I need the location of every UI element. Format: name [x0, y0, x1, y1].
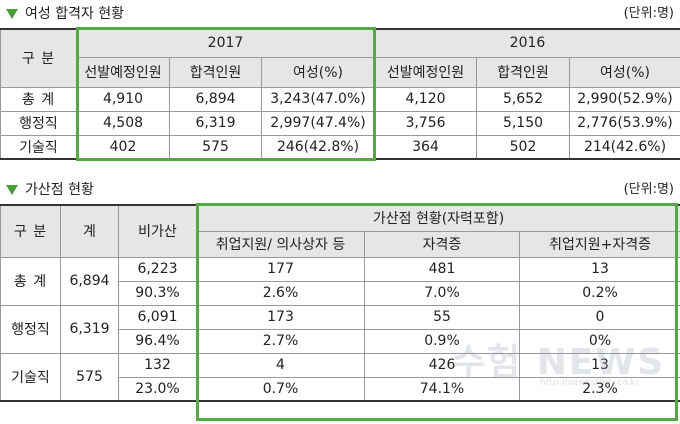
bonus-points-table: 구 분 계 비가산 가산점 현황(자력포함) 취업지원/ 의사상자 등 자격증 …: [0, 204, 680, 402]
table-cell: 502: [476, 134, 570, 160]
table-cell: 426: [364, 352, 520, 378]
table-cell: 5,150: [476, 110, 570, 136]
table-cell: 3,756: [374, 110, 477, 136]
table-cell: 6,223: [118, 256, 197, 282]
table-cell: 3,243(47.0%): [261, 86, 375, 112]
table-cell: 177: [196, 256, 365, 282]
row-label: 총 계: [0, 86, 77, 112]
table-cell: 55: [364, 304, 520, 330]
col-employment-support: 취업지원/ 의사상자 등: [196, 230, 365, 258]
table-cell: 2,997(47.4%): [261, 110, 375, 136]
table-cell: 4,120: [374, 86, 477, 112]
table-row: 총 계 4,910 6,894 3,243(47.0%) 4,120 5,652…: [0, 86, 680, 112]
table-row: 기술직 402 575 246(42.8%) 364 502 214(42.6%…: [0, 134, 680, 160]
female-pass-table: 구 분 2017 2016 선발예정인원 합격인원 여성(%) 선발예정인원 합…: [0, 28, 680, 160]
total-header: 계: [60, 204, 119, 258]
table-cell: 5,652: [476, 86, 570, 112]
table-cell: 0.9%: [364, 328, 520, 354]
table-cell: 246(42.8%): [261, 134, 375, 160]
year-2017-header: 2017: [76, 28, 375, 58]
section2-unit: (단위:명): [623, 182, 674, 197]
row-label: 행정직: [0, 304, 61, 354]
table-cell: 74.1%: [364, 376, 520, 402]
table-cell: 23.0%: [118, 376, 197, 402]
table-cell: 6,319: [169, 110, 262, 136]
table-row: 기술직 575 132 4 426 13: [0, 352, 680, 402]
table-cell: 4,508: [76, 110, 170, 136]
table-row: 23.0% 0.7% 74.1% 2.3%: [1, 376, 680, 402]
col-passed-2016: 합격인원: [476, 56, 570, 88]
table-cell: 90.3%: [118, 280, 197, 306]
table-cell: 13: [518, 256, 680, 282]
table-cell: 575: [169, 134, 262, 160]
col-female-2016: 여성(%): [569, 56, 680, 88]
table-cell: 0.7%: [196, 376, 365, 402]
section1-title-text: 여성 합격자 현황: [25, 6, 125, 22]
table-cell: 364: [374, 134, 477, 160]
table-cell: 214(42.6%): [569, 134, 680, 160]
section2-title-text: 가산점 현황: [25, 182, 94, 198]
table-cell: 575: [60, 352, 119, 402]
table-cell: 2.7%: [196, 328, 365, 354]
category-header: 구 분: [0, 28, 77, 88]
table-cell: 0.2%: [518, 280, 680, 306]
bonus-group-header: 가산점 현황(자력포함): [195, 204, 680, 232]
table-cell: 96.4%: [118, 328, 197, 354]
table-cell: 2.6%: [196, 280, 365, 306]
row-label: 기술직: [0, 134, 77, 160]
col-planned-2017: 선발예정인원: [76, 56, 170, 88]
category-header: 구 분: [0, 204, 61, 258]
row-label: 행정직: [0, 110, 77, 136]
col-female-2017: 여성(%): [261, 56, 375, 88]
table-cell: 173: [196, 304, 365, 330]
col-passed-2017: 합격인원: [169, 56, 262, 88]
section1-title: 여성 합격자 현황: [6, 5, 124, 23]
table-cell: 2,776(53.9%): [569, 110, 680, 136]
non-bonus-header: 비가산: [118, 204, 197, 258]
watermark-url: http://newsstudy.co.kr: [540, 378, 640, 388]
year-2016-header: 2016: [374, 28, 680, 58]
triangle-bullet-icon: [6, 9, 18, 19]
row-label: 기술직: [0, 352, 61, 402]
row-label: 총 계: [0, 256, 61, 306]
table-cell: 6,091: [118, 304, 197, 330]
section1-unit: (단위:명): [623, 6, 674, 21]
table-cell: 2,990(52.9%): [569, 86, 680, 112]
section2-title: 가산점 현황: [6, 181, 94, 199]
table-cell: 6,894: [60, 256, 119, 306]
table-cell: 2.3%: [518, 376, 680, 402]
table-row: 총 계 6,894 6,223 177 481 13: [0, 256, 680, 306]
table-row: 행정직 4,508 6,319 2,997(47.4%) 3,756 5,150…: [0, 110, 680, 136]
table-cell: 6,319: [60, 304, 119, 354]
col-certificate: 자격증: [364, 230, 520, 258]
table-cell: 6,894: [169, 86, 262, 112]
table-cell: 132: [118, 352, 197, 378]
table-cell: 7.0%: [364, 280, 520, 306]
table-row: 행정직 6,319 6,091 173 55 0: [0, 304, 680, 354]
table-cell: 481: [364, 256, 520, 282]
table-cell: 0: [518, 304, 680, 330]
triangle-bullet-icon: [6, 185, 18, 195]
table-cell: 13: [518, 352, 680, 378]
table-cell: 4: [196, 352, 365, 378]
col-planned-2016: 선발예정인원: [374, 56, 477, 88]
table-cell: 402: [76, 134, 170, 160]
col-employment-certificate: 취업지원+자격증: [518, 230, 680, 258]
watermark-logo: 수험 NEWS: [452, 342, 666, 383]
table-cell: 4,910: [76, 86, 170, 112]
